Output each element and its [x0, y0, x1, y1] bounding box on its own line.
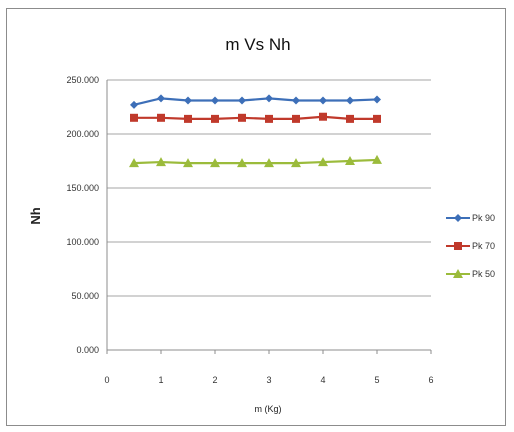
y-axis-label: Nh — [28, 207, 43, 224]
y-tick-labels: 0.000 50.000 100.000 150.000 200.000 250.000 — [66, 75, 99, 355]
data-point — [156, 157, 166, 167]
data-point — [129, 158, 139, 168]
data-point — [346, 114, 354, 123]
y-tick-label: 150.000 — [66, 183, 99, 193]
data-point — [157, 113, 165, 122]
chart-title: m Vs Nh — [225, 35, 290, 54]
series-line — [134, 115, 377, 120]
data-point — [210, 158, 220, 168]
data-point — [453, 269, 463, 278]
data-point — [130, 113, 138, 122]
legend-label: Pk 90 — [472, 213, 495, 223]
legend-entry: Pk 90 — [446, 213, 495, 223]
data-point — [373, 95, 381, 104]
data-point — [265, 114, 273, 123]
data-point — [265, 94, 273, 103]
gridlines — [107, 79, 431, 297]
y-tick-label: 0.000 — [76, 345, 99, 355]
series-pk-50 — [129, 154, 382, 168]
x-tick-labels: 0 1 2 3 4 5 6 — [104, 375, 433, 385]
series-line — [133, 97, 378, 106]
x-tick-label: 5 — [374, 375, 379, 385]
series-group — [129, 94, 382, 168]
data-point — [130, 100, 138, 109]
data-point — [319, 112, 327, 121]
data-point — [184, 96, 192, 105]
y-tick-label: 200.000 — [66, 129, 99, 139]
x-tick-label: 6 — [428, 375, 433, 385]
data-point — [183, 158, 193, 168]
x-tick-label: 3 — [266, 375, 271, 385]
series-pk-90 — [130, 94, 381, 109]
series-pk-70 — [130, 112, 381, 123]
legend: Pk 90 Pk 70 Pk 50 — [446, 213, 495, 279]
data-point — [238, 113, 246, 122]
data-point — [264, 158, 274, 168]
y-tick-label: 50.000 — [71, 291, 99, 301]
data-point — [184, 114, 192, 123]
chart-frame — [6, 8, 506, 426]
x-tick-label: 2 — [212, 375, 217, 385]
y-tick-label: 250.000 — [66, 75, 99, 85]
x-tick-label: 4 — [320, 375, 325, 385]
legend-entry: Pk 70 — [446, 241, 495, 251]
series-line — [133, 158, 378, 165]
data-point — [454, 214, 462, 222]
y-tick-label: 100.000 — [66, 237, 99, 247]
x-tick-label: 1 — [158, 375, 163, 385]
data-point — [373, 114, 381, 123]
data-point — [237, 158, 247, 168]
data-point — [372, 154, 382, 164]
data-point — [211, 114, 219, 123]
data-point — [292, 96, 300, 105]
data-point — [318, 157, 328, 167]
legend-label: Pk 50 — [472, 269, 495, 279]
legend-label: Pk 70 — [472, 241, 495, 251]
data-point — [292, 114, 300, 123]
data-point — [346, 96, 354, 105]
data-point — [319, 96, 327, 105]
data-point — [454, 242, 462, 250]
x-tick-label: 0 — [104, 375, 109, 385]
x-axis-label: m (Kg) — [255, 404, 282, 414]
data-point — [211, 96, 219, 105]
data-point — [238, 96, 246, 105]
legend-entry: Pk 50 — [446, 269, 495, 279]
axes — [106, 80, 432, 354]
data-point — [345, 156, 355, 165]
data-point — [291, 158, 301, 168]
data-point — [157, 94, 165, 103]
